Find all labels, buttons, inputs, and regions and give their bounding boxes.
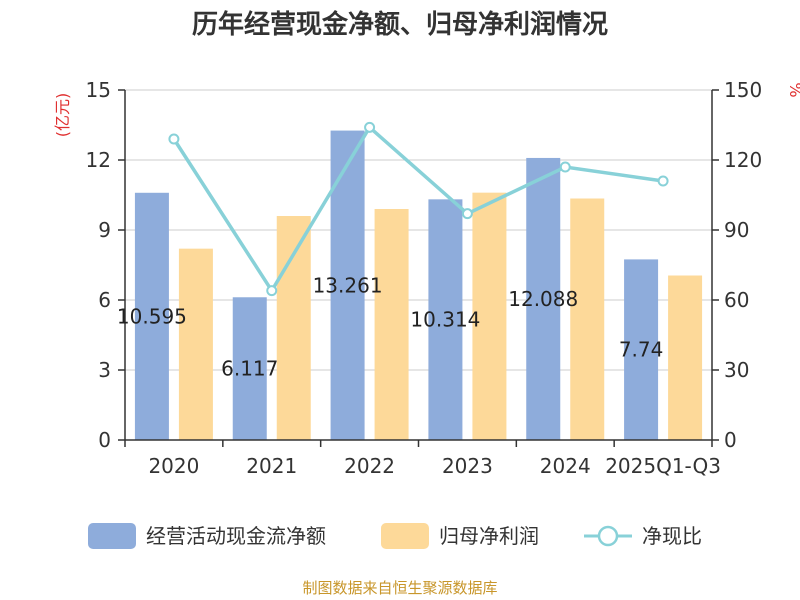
left-tick-label: 6: [98, 288, 111, 312]
bar-series: [134, 130, 703, 441]
bar-net-profit: [668, 275, 703, 440]
left-tick-label: 9: [98, 218, 111, 242]
bar-net-profit: [472, 192, 507, 440]
data-labels: 10.595 6.117 13.261 10.314 12.088 7.74: [117, 273, 663, 380]
legend-label: 净现比: [642, 524, 702, 548]
right-tick-label: 0: [724, 428, 737, 452]
line-point: [168, 133, 180, 145]
legend-marker: [597, 525, 619, 547]
data-label: 13.261: [313, 273, 383, 297]
left-tick-label: 12: [86, 148, 111, 172]
right-tick-label: 30: [724, 358, 749, 382]
bar-net-profit: [374, 209, 409, 440]
data-label: 10.595: [117, 304, 187, 328]
line-point: [461, 208, 473, 220]
bar-net-profit: [570, 198, 605, 440]
line-net-cash-ratio: [172, 124, 664, 294]
x-tick-label: 2024: [540, 454, 591, 478]
left-tick-label: 3: [98, 358, 111, 382]
bar-operating-cashflow: [624, 259, 659, 440]
left-tick-label: 0: [98, 428, 111, 452]
source-note: 制图数据来自恒生聚源数据库: [302, 579, 497, 597]
line-point: [657, 175, 669, 187]
right-axis-unit: %: [786, 82, 800, 97]
x-tick-label: 2022: [344, 454, 395, 478]
x-tick-label: 2021: [246, 454, 297, 478]
bar-operating-cashflow: [232, 297, 267, 440]
right-tick-label: 120: [724, 148, 762, 172]
line-point: [559, 161, 571, 173]
bar-operating-cashflow: [526, 157, 561, 441]
bar-operating-cashflow: [428, 199, 463, 440]
data-label: 6.117: [221, 357, 278, 381]
line-series: [168, 121, 669, 297]
data-label: 12.088: [508, 287, 578, 311]
left-axis-unit: (亿元): [53, 93, 72, 138]
x-tick-label: 2025Q1-Q3: [605, 454, 721, 478]
chart-title: 历年经营现金净额、归母净利润情况: [192, 9, 608, 40]
data-label: 7.74: [619, 338, 664, 362]
bar-net-profit: [178, 248, 213, 440]
legend-label: 归母净利润: [439, 524, 539, 548]
right-tick-label: 60: [724, 288, 749, 312]
line-point: [266, 285, 278, 297]
bar-net-profit: [276, 216, 311, 440]
legend-label: 经营活动现金流净额: [146, 524, 326, 548]
x-tick-label: 2023: [442, 454, 493, 478]
line-point: [364, 121, 376, 133]
x-tick-label: 2020: [148, 454, 199, 478]
bar-operating-cashflow: [134, 192, 169, 440]
legend-swatch-operating-cashflow: [88, 523, 136, 549]
legend-swatch-net-profit: [381, 523, 429, 549]
right-tick-label: 150: [724, 78, 762, 102]
gridlines: [125, 89, 712, 371]
legend: 经营活动现金流净额 归母净利润 净现比: [88, 523, 702, 549]
right-tick-label: 90: [724, 218, 749, 242]
axes: [118, 89, 719, 447]
data-label: 10.314: [410, 308, 480, 332]
left-tick-label: 15: [86, 78, 111, 102]
